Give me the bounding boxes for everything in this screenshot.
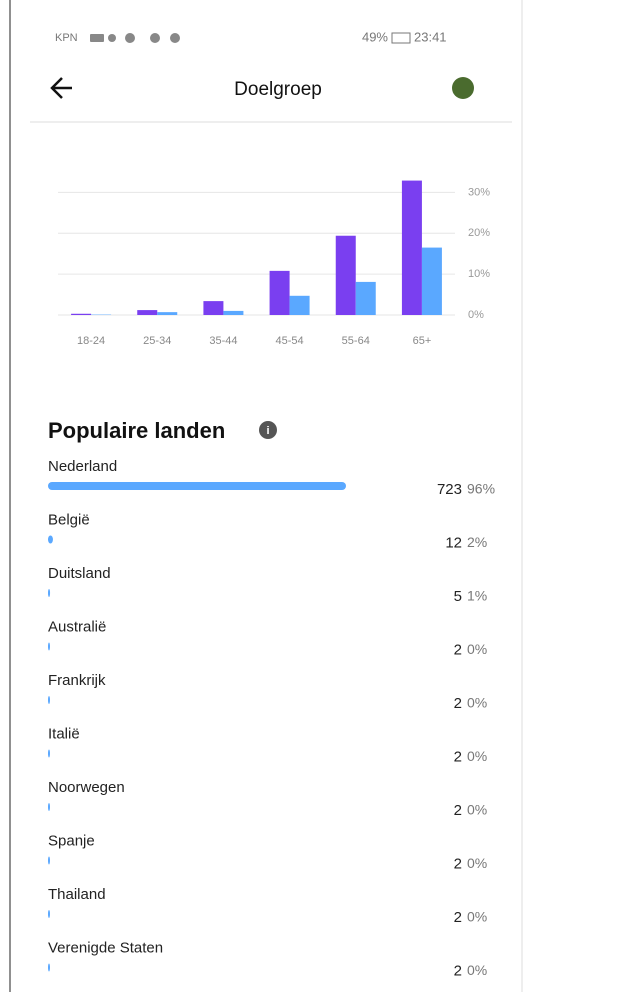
y-tick-label: 0%: [468, 309, 484, 321]
x-tick-label: 55-64: [342, 335, 370, 347]
country-bar: [48, 535, 53, 544]
avatar[interactable]: [452, 77, 474, 99]
country-name: Australië: [48, 618, 106, 635]
page-title: Doelgroep: [234, 79, 322, 100]
country-percent: 0%: [467, 748, 487, 764]
country-count: 5: [454, 588, 462, 605]
country-bar: [48, 856, 50, 865]
bar: [421, 247, 442, 315]
country-percent: 2%: [467, 534, 487, 550]
country-bar: [48, 803, 50, 811]
country-count: 2: [454, 695, 462, 712]
x-tick-label: 45-54: [276, 335, 304, 347]
country-bar: [48, 696, 50, 704]
bar: [71, 313, 92, 315]
y-tick-label: 20%: [468, 227, 490, 239]
country-name: Nederland: [48, 458, 117, 475]
time: 23:41: [414, 29, 447, 44]
info-icon[interactable]: [259, 421, 277, 439]
country-percent: 0%: [467, 802, 487, 818]
country-percent: 0%: [467, 695, 487, 711]
bar: [223, 310, 244, 315]
country-percent: 0%: [467, 962, 487, 978]
battery-icon: [391, 32, 411, 44]
country-name: Verenigde Staten: [48, 939, 163, 956]
country-name: Thailand: [48, 886, 106, 903]
country-bar: [48, 642, 50, 651]
x-tick-label: 18-24: [77, 335, 105, 347]
country-count: 2: [454, 909, 462, 926]
country-count: 723: [437, 481, 462, 498]
y-tick-label: 10%: [468, 268, 490, 280]
country-bar: [48, 589, 51, 597]
carrier: KPN: [55, 32, 78, 44]
country-count: 2: [454, 962, 462, 979]
country-percent: 0%: [467, 641, 487, 657]
country-name: Noorwegen: [48, 779, 125, 796]
country-percent: 96%: [467, 481, 495, 497]
country-percent: 1%: [467, 588, 487, 604]
country-percent: 0%: [467, 855, 487, 871]
country-percent: 0%: [467, 909, 487, 925]
info-icon-glyph: i: [266, 425, 269, 437]
bar: [289, 295, 310, 315]
country-bar: [48, 749, 50, 758]
country-name: Spanje: [48, 832, 95, 849]
country-bar: [48, 963, 50, 972]
country-name: België: [48, 511, 90, 528]
bar: [335, 235, 356, 315]
status-icons: [90, 33, 180, 43]
bar: [269, 270, 290, 315]
country-bar: [48, 910, 50, 918]
bar: [203, 301, 224, 315]
bar: [137, 310, 158, 315]
x-tick-label: 25-34: [143, 335, 171, 347]
back-button[interactable]: [50, 77, 72, 99]
x-tick-label: 65+: [413, 335, 432, 347]
bar: [157, 312, 178, 315]
x-tick-label: 35-44: [209, 335, 237, 347]
country-count: 2: [454, 641, 462, 658]
country-name: Frankrijk: [48, 672, 106, 689]
bar: [355, 281, 376, 315]
country-count: 2: [454, 855, 462, 872]
battery: 49%: [362, 29, 388, 44]
country-bar: [48, 482, 346, 490]
country-name: Duitsland: [48, 565, 111, 582]
country-count: 2: [454, 748, 462, 765]
bar: [401, 180, 422, 315]
section-title: Populaire landen: [48, 418, 225, 443]
country-count: 2: [454, 802, 462, 819]
country-count: 12: [445, 534, 462, 551]
y-tick-label: 30%: [468, 186, 490, 198]
country-name: Italië: [48, 725, 80, 742]
